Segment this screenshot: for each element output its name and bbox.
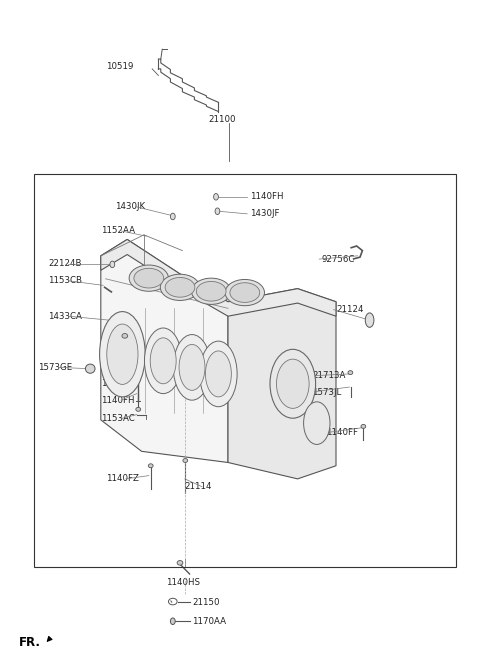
Text: 1140FH: 1140FH bbox=[101, 396, 134, 405]
Ellipse shape bbox=[85, 364, 95, 373]
Ellipse shape bbox=[205, 351, 231, 397]
Polygon shape bbox=[228, 289, 336, 479]
Circle shape bbox=[215, 208, 220, 215]
Text: 92756C: 92756C bbox=[322, 255, 355, 264]
Ellipse shape bbox=[122, 333, 128, 338]
Ellipse shape bbox=[200, 341, 237, 407]
Ellipse shape bbox=[270, 349, 316, 419]
Text: 1433CA: 1433CA bbox=[101, 379, 135, 388]
Text: 1430JF: 1430JF bbox=[250, 209, 279, 218]
Text: 22124B: 22124B bbox=[48, 259, 82, 268]
Ellipse shape bbox=[165, 277, 195, 297]
Ellipse shape bbox=[304, 401, 330, 445]
Ellipse shape bbox=[225, 279, 264, 306]
Ellipse shape bbox=[129, 265, 168, 291]
Ellipse shape bbox=[136, 407, 141, 411]
Text: 1140FZ: 1140FZ bbox=[106, 474, 138, 483]
Circle shape bbox=[110, 261, 115, 268]
Text: 1140FF: 1140FF bbox=[326, 428, 359, 438]
Text: 21114: 21114 bbox=[185, 482, 212, 491]
Text: 21100: 21100 bbox=[209, 115, 236, 124]
Ellipse shape bbox=[170, 618, 175, 625]
Ellipse shape bbox=[144, 328, 182, 394]
Circle shape bbox=[170, 213, 175, 220]
Ellipse shape bbox=[150, 338, 176, 384]
Text: 21713A: 21713A bbox=[312, 371, 346, 380]
Text: 1140HS: 1140HS bbox=[166, 578, 200, 587]
Ellipse shape bbox=[177, 560, 183, 565]
Ellipse shape bbox=[230, 283, 260, 302]
Ellipse shape bbox=[134, 268, 164, 288]
Ellipse shape bbox=[348, 371, 353, 375]
Text: 10519: 10519 bbox=[106, 62, 133, 72]
Ellipse shape bbox=[196, 281, 226, 301]
Ellipse shape bbox=[179, 344, 205, 390]
Text: 21150: 21150 bbox=[192, 598, 219, 607]
Ellipse shape bbox=[148, 464, 153, 468]
Text: 1153CB: 1153CB bbox=[48, 276, 82, 285]
Circle shape bbox=[214, 194, 218, 200]
Text: 1140FH: 1140FH bbox=[250, 192, 283, 201]
Ellipse shape bbox=[365, 313, 374, 327]
Ellipse shape bbox=[173, 335, 211, 400]
Text: 1573GE: 1573GE bbox=[38, 363, 72, 372]
Polygon shape bbox=[101, 239, 228, 462]
Ellipse shape bbox=[192, 278, 231, 304]
Text: 1573JL: 1573JL bbox=[312, 388, 341, 397]
Ellipse shape bbox=[183, 459, 188, 462]
Text: FR.: FR. bbox=[19, 636, 41, 649]
Text: 1152AA: 1152AA bbox=[101, 226, 135, 236]
Ellipse shape bbox=[160, 274, 200, 300]
Ellipse shape bbox=[361, 424, 366, 428]
Text: 1430JK: 1430JK bbox=[115, 202, 145, 211]
Text: 21124: 21124 bbox=[336, 305, 363, 314]
Ellipse shape bbox=[100, 312, 145, 397]
Ellipse shape bbox=[276, 359, 309, 408]
Text: 1433CA: 1433CA bbox=[48, 312, 82, 321]
Bar bbox=[34, 174, 456, 567]
Text: 1153AC: 1153AC bbox=[101, 414, 134, 423]
Polygon shape bbox=[101, 239, 336, 316]
Ellipse shape bbox=[107, 324, 138, 384]
Text: 1170AA: 1170AA bbox=[192, 617, 226, 626]
